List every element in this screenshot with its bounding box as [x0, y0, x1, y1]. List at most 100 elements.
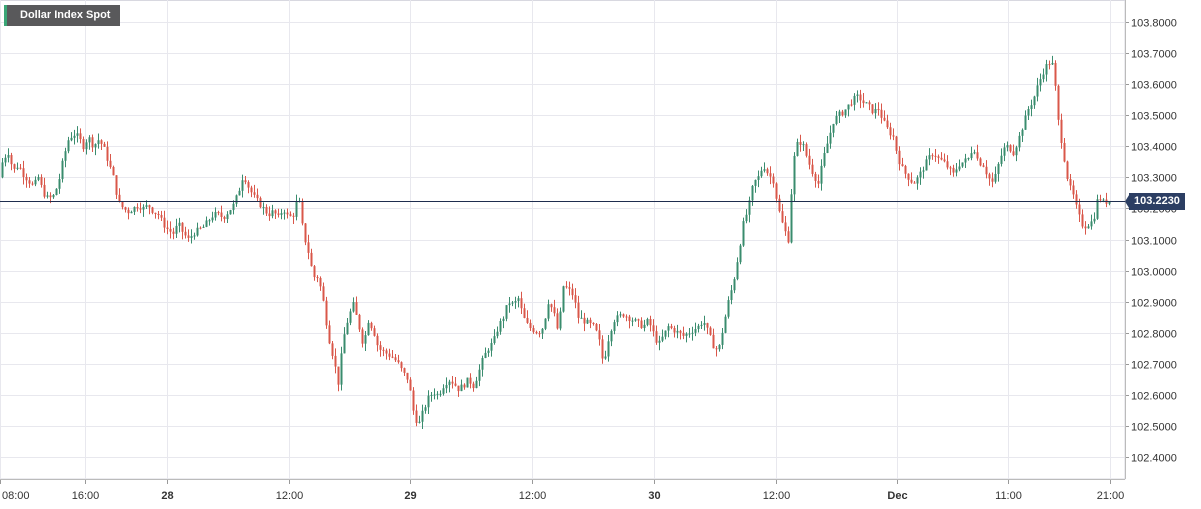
candle-up [790, 194, 793, 243]
candle-down [403, 368, 406, 373]
candle-up [235, 195, 238, 204]
candle-down [895, 136, 898, 151]
candle-up [145, 205, 148, 207]
candle-down [910, 179, 913, 183]
candle-down [172, 231, 175, 234]
candle-down [553, 307, 556, 314]
y-tick-label: 102.9000 [1131, 298, 1177, 310]
last-price-badge: 103.2230 [1129, 192, 1185, 210]
candle-up [133, 207, 136, 212]
candle-up [448, 381, 451, 386]
candle-down [304, 223, 307, 243]
candle-up [580, 317, 583, 319]
candle-up [364, 335, 367, 344]
candle-up [64, 151, 67, 161]
candle-up [847, 104, 850, 110]
candle-down [886, 120, 889, 128]
y-tick-label: 103.8000 [1131, 18, 1177, 30]
candle-up [490, 343, 493, 351]
candle-down [40, 176, 43, 185]
y-tick-label: 102.7000 [1131, 360, 1177, 372]
candle-down [310, 252, 313, 267]
candle-down [640, 320, 643, 329]
candle-up [994, 173, 997, 182]
candle-down [454, 383, 457, 386]
candle-down [286, 212, 289, 215]
candle-down [898, 150, 901, 165]
candle-down [868, 102, 871, 105]
candle-up [757, 176, 760, 180]
candle-up [667, 326, 670, 331]
candle-up [919, 171, 922, 178]
candle-down [103, 143, 106, 147]
candle-up [280, 213, 283, 215]
candle-up [1024, 115, 1027, 130]
candle-down [649, 318, 652, 326]
candle-down [151, 207, 154, 213]
candle-up [58, 179, 61, 189]
candle-up [796, 141, 799, 156]
candle-down [124, 207, 127, 210]
candle-down [82, 139, 85, 150]
candle-up [175, 225, 178, 234]
candle-down [313, 266, 316, 278]
candle-down [808, 155, 811, 165]
candle-up [193, 235, 196, 237]
candle-up [1042, 74, 1045, 80]
candle-down [121, 201, 124, 208]
candle-down [628, 316, 631, 321]
candle-down [469, 377, 472, 384]
candle-down [841, 111, 844, 116]
candle-up [85, 142, 88, 150]
candle-down [787, 231, 790, 243]
candle-up [271, 210, 274, 217]
candle-down [673, 328, 676, 333]
x-tick-label: 08:00 [2, 490, 30, 502]
candle-down [889, 127, 892, 136]
candle-up [730, 290, 733, 301]
candle-up [211, 217, 214, 221]
candle-down [289, 214, 292, 216]
candle-down [1057, 85, 1060, 120]
candle-down [112, 166, 115, 176]
y-tick-label: 103.6000 [1131, 80, 1177, 92]
candle-up [997, 163, 1000, 174]
candle-up [178, 222, 181, 226]
candle-up [751, 185, 754, 201]
candle-up [961, 162, 964, 167]
candle-down [220, 212, 223, 217]
candle-down [19, 167, 22, 169]
candle-down [937, 156, 940, 158]
candle-up [502, 318, 505, 322]
candle-down [1075, 194, 1078, 205]
candle-up [874, 109, 877, 114]
candle-down [679, 330, 682, 333]
candle-down [811, 164, 814, 174]
candle-up [964, 158, 967, 163]
candle-up [604, 356, 607, 359]
candle-down [136, 207, 139, 209]
candle-up [7, 155, 10, 158]
y-tick-label: 103.0000 [1131, 267, 1177, 279]
candle-up [619, 314, 622, 316]
axes: 103.8000 103.7000 103.6000 103.5000 103.4000… [0, 0, 1177, 502]
candle-down [871, 104, 874, 114]
candle-up [1039, 79, 1042, 86]
y-tick-label: 103.7000 [1131, 49, 1177, 61]
candle-down [859, 94, 862, 101]
candle-down [598, 330, 601, 340]
candle-down [583, 317, 586, 324]
candle-down [217, 212, 220, 214]
candle-up [1006, 145, 1009, 148]
candle-down [415, 410, 418, 423]
candle-down [307, 242, 310, 253]
candle-down [907, 173, 910, 180]
grid [0, 0, 1126, 480]
candle-up [295, 201, 298, 217]
candle-up [340, 353, 343, 385]
candle-up [466, 377, 469, 388]
candle-down [301, 201, 304, 224]
candle-down [949, 167, 952, 169]
candle-up [1003, 147, 1006, 156]
